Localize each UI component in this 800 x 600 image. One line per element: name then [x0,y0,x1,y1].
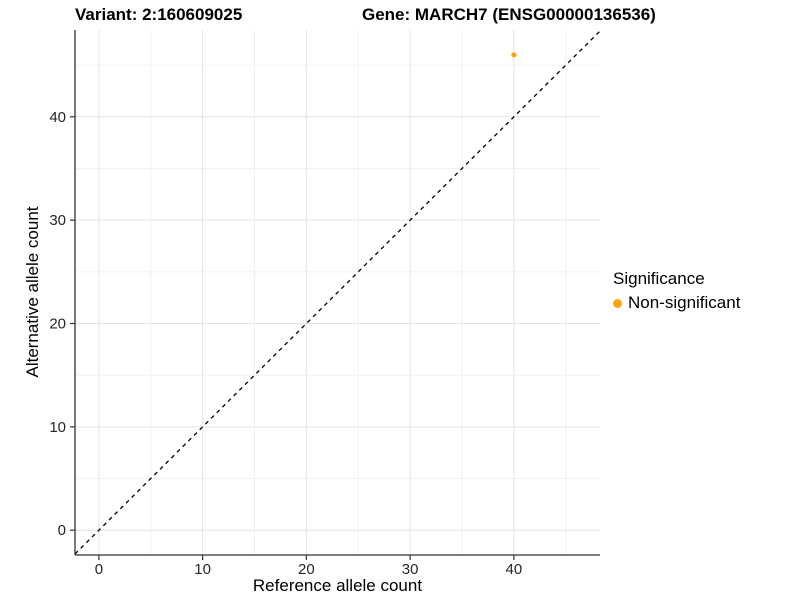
identity-line [74,30,601,555]
x-tick-label: 20 [298,561,315,578]
x-tick-label: 30 [402,561,419,578]
legend-item-non-significant: Non-significant [613,293,740,313]
x-tick-label: 40 [506,561,523,578]
legend-item-label: Non-significant [628,293,741,312]
y-axis-title: Alternative allele count [23,206,42,378]
x-tick-label: 0 [95,561,103,578]
y-tick-label: 40 [49,109,66,126]
x-tick-label: 10 [194,561,211,578]
legend: Significance Non-significant [613,269,740,313]
plot-title-variant: Variant: 2:160609025 [75,5,243,24]
data-point [511,52,517,58]
x-axis-title: Reference allele count [252,576,423,595]
legend-marker-dot-icon [613,298,622,308]
y-tick-label: 0 [58,522,66,539]
legend-title: Significance [613,269,705,288]
y-tick-label: 20 [49,316,66,333]
y-tick-label: 30 [49,212,66,229]
y-tick-label: 10 [49,419,66,436]
plot-title-gene: Gene: MARCH7 (ENSG00000136536) [362,5,656,24]
